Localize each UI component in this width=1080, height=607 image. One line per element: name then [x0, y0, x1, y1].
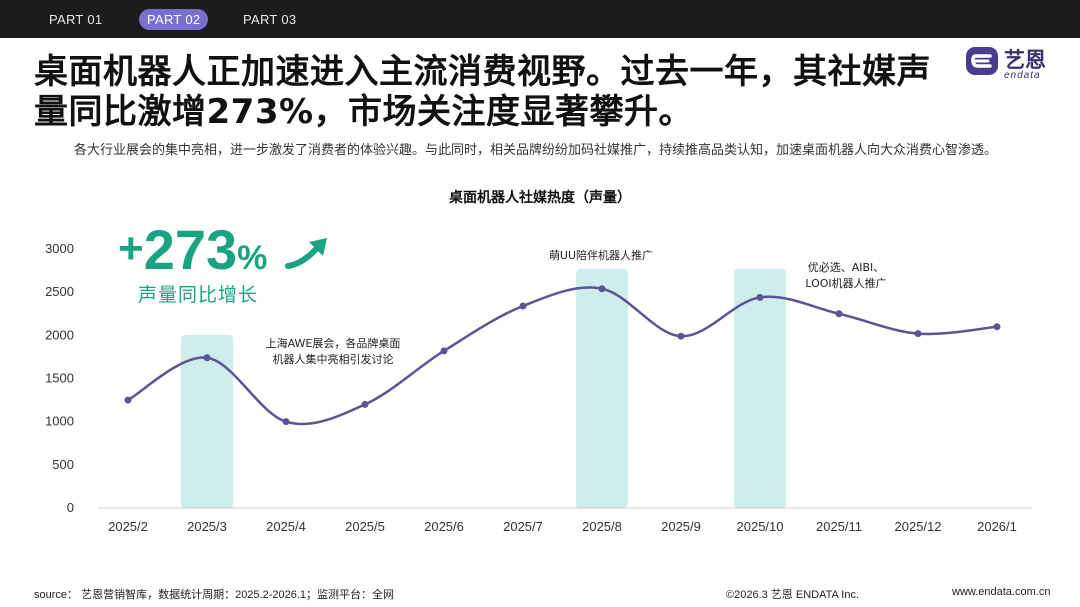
x-tick-label: 2025/10 — [737, 519, 784, 534]
y-tick-label: 500 — [52, 457, 74, 472]
page-title: 桌面机器人正加速进入主流消费视野。过去一年，其社媒声量同比激增273%，市场关注… — [34, 52, 931, 132]
tab-part-02[interactable]: PART 02 — [139, 9, 209, 30]
footer-source: source： 艺恩营销智库，数据统计周期：2025.2-2026.1；监测平台… — [34, 589, 395, 601]
kpi-value: +273% — [118, 219, 267, 288]
x-tick-label: 2025/2 — [108, 519, 148, 534]
annotation-2025-10-line1: 优必选、AIBI、 — [807, 261, 885, 274]
data-point-2025-9 — [677, 332, 685, 340]
footer-url[interactable]: www.endata.com.cn — [952, 586, 1051, 598]
x-tick-label: 2026/1 — [977, 519, 1017, 534]
annotation-2025-10-line2: LOOI机器人推广 — [805, 277, 887, 290]
intro-paragraph: 各大行业展会的集中亮相，进一步激发了消费者的体验兴趣。与此同时，相关品牌纷纷加码… — [74, 143, 998, 158]
highlight-band-2025-3 — [181, 335, 233, 508]
data-point-2025-2 — [124, 396, 132, 404]
logo-name: 艺恩 — [1004, 48, 1046, 72]
x-tick-label: 2025/6 — [424, 519, 464, 534]
highlight-band-2025-8 — [576, 269, 628, 508]
x-tick-label: 2025/7 — [503, 519, 543, 534]
x-tick-label: 2025/12 — [895, 519, 942, 534]
chart-title: 桌面机器人社媒热度（声量） — [449, 190, 631, 206]
x-tick-label: 2025/5 — [345, 519, 385, 534]
kpi-plus: + — [118, 224, 144, 273]
logo-sub: endata — [1004, 70, 1041, 81]
data-point-2025-5 — [361, 400, 369, 408]
data-point-2025-4 — [282, 418, 290, 426]
data-point-2025-6 — [440, 347, 448, 355]
x-tick-label: 2025/9 — [661, 519, 701, 534]
y-tick-label: 2500 — [45, 284, 74, 299]
x-tick-label: 2025/8 — [582, 519, 622, 534]
endata-logo-icon — [966, 47, 998, 75]
kpi-number: 273 — [143, 218, 238, 281]
top-nav-bar: PART 01 PART 02 PART 03 — [0, 0, 1080, 38]
footer-copyright: ©2026.3 艺恩 ENDATA Inc. — [726, 589, 860, 601]
annotation-2025-3-line2: 机器人集中亮相引发讨论 — [272, 353, 394, 366]
annotation-2025-8: 萌UU陪伴机器人推广 — [521, 248, 681, 264]
data-point-2025-10 — [756, 293, 764, 301]
data-point-2025-12 — [914, 330, 922, 338]
y-tick-label: 2000 — [45, 327, 74, 342]
y-tick-label: 3000 — [45, 241, 74, 256]
y-tick-label: 1500 — [45, 371, 74, 386]
data-point-2025-11 — [835, 310, 843, 318]
kpi-label: 声量同比增长 — [138, 284, 259, 306]
annotation-2025-3-line1: 上海AWE展会，各品牌桌面 — [265, 337, 401, 350]
endata-logo: 艺恩 endata — [964, 44, 1064, 84]
social-volume-line-chart: 0 500 1000 1500 2000 2500 3000 2025/2 2025/3 2025… — [45, 241, 1032, 534]
x-tick-label: 2025/4 — [266, 519, 306, 534]
annotation-2025-3: 上海AWE展会，各品牌桌面 机器人集中亮相引发讨论 — [243, 336, 423, 368]
data-point-2026-1 — [993, 323, 1001, 331]
y-tick-label: 1000 — [45, 414, 74, 429]
highlight-band-2025-10 — [734, 269, 786, 508]
trend-up-arrow-icon — [285, 238, 327, 269]
annotation-2025-10: 优必选、AIBI、 LOOI机器人推广 — [776, 260, 916, 292]
x-tick-label: 2025/11 — [816, 519, 862, 534]
tab-part-01[interactable]: PART 01 — [49, 12, 103, 27]
data-point-2025-7 — [519, 302, 527, 310]
annotation-2025-8-line1: 萌UU陪伴机器人推广 — [548, 249, 654, 262]
data-point-2025-8 — [598, 285, 606, 293]
x-tick-label: 2025/3 — [187, 519, 227, 534]
data-point-2025-3 — [203, 354, 211, 362]
y-tick-label: 0 — [67, 500, 74, 515]
kpi-unit: % — [237, 239, 268, 277]
tab-part-03[interactable]: PART 03 — [243, 12, 297, 27]
